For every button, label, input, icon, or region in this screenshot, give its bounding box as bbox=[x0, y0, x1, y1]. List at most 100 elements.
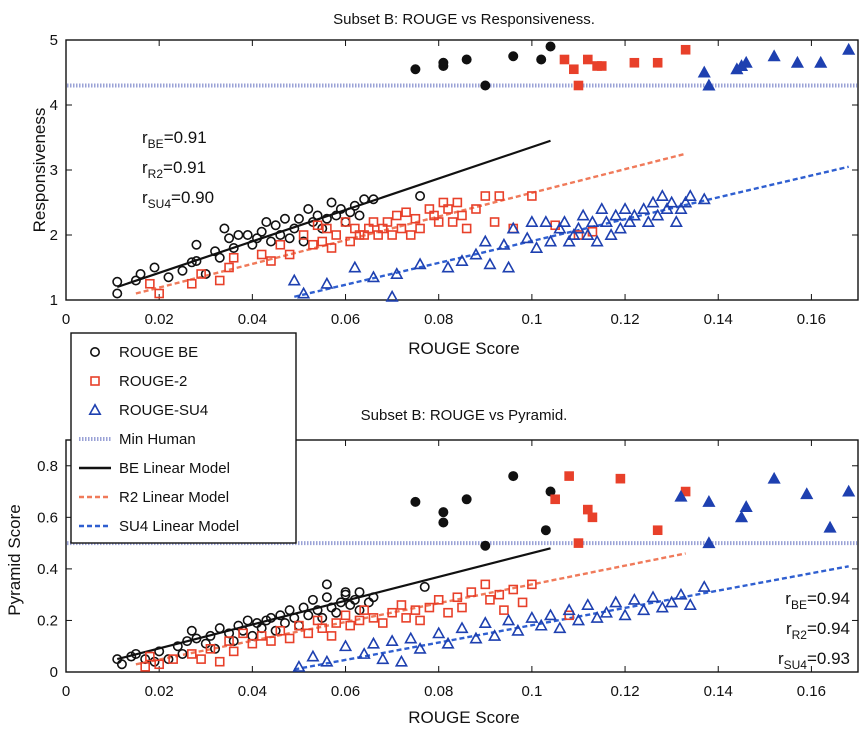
data-point bbox=[177, 648, 188, 659]
data-point bbox=[615, 473, 626, 484]
data-point bbox=[289, 223, 300, 234]
data-point bbox=[368, 194, 379, 205]
data-point bbox=[842, 42, 856, 55]
data-point bbox=[569, 64, 579, 75]
data-point bbox=[499, 605, 509, 615]
x-tick-label: 0.14 bbox=[704, 683, 733, 700]
data-point bbox=[443, 607, 453, 618]
data-point bbox=[527, 191, 537, 201]
y-tick-label: 4 bbox=[50, 97, 58, 114]
data-point bbox=[321, 592, 332, 603]
data-point bbox=[238, 628, 248, 639]
data-point bbox=[256, 226, 267, 237]
data-point bbox=[842, 484, 856, 497]
data-point bbox=[90, 376, 100, 386]
data-point bbox=[502, 260, 516, 273]
data-point bbox=[391, 210, 402, 221]
data-point bbox=[539, 215, 553, 227]
data-point bbox=[382, 217, 393, 227]
data-point bbox=[441, 260, 455, 273]
data-point bbox=[191, 255, 202, 266]
data-point bbox=[340, 587, 351, 598]
data-point bbox=[652, 525, 663, 536]
data-point bbox=[359, 194, 370, 205]
data-point bbox=[680, 44, 691, 55]
data-point bbox=[354, 210, 365, 221]
data-point bbox=[322, 223, 332, 234]
data-point bbox=[294, 620, 304, 631]
data-point bbox=[573, 538, 584, 548]
data-point bbox=[651, 208, 665, 221]
data-point bbox=[335, 204, 346, 215]
data-point bbox=[480, 191, 491, 201]
y-axis-label: Pyramid Score bbox=[5, 504, 24, 615]
correlation-label: rBE=0.94 bbox=[785, 589, 850, 612]
data-point bbox=[275, 610, 286, 621]
x-axis-label: ROUGE Score bbox=[408, 708, 519, 727]
data-point bbox=[265, 236, 276, 247]
data-point bbox=[214, 623, 225, 634]
data-point bbox=[186, 649, 197, 659]
data-point bbox=[564, 471, 574, 481]
data-point bbox=[326, 197, 337, 208]
data-point bbox=[90, 346, 101, 357]
data-point bbox=[233, 230, 244, 241]
data-point bbox=[376, 652, 390, 665]
data-point bbox=[210, 246, 221, 257]
data-point bbox=[665, 195, 679, 208]
legend-label: SU4 Linear Model bbox=[119, 518, 239, 535]
data-point bbox=[340, 217, 351, 227]
data-point bbox=[242, 615, 253, 626]
data-point bbox=[527, 579, 537, 590]
data-point bbox=[534, 618, 548, 631]
data-point bbox=[455, 254, 469, 266]
data-point bbox=[471, 204, 481, 214]
data-point bbox=[320, 276, 334, 289]
data-point bbox=[461, 494, 472, 505]
correlation-label: rBE=0.91 bbox=[142, 128, 207, 151]
data-point bbox=[511, 623, 525, 636]
data-point bbox=[354, 615, 365, 626]
data-point bbox=[177, 265, 188, 276]
data-point bbox=[331, 230, 342, 240]
data-point bbox=[154, 288, 164, 299]
data-point bbox=[266, 256, 276, 266]
data-point bbox=[576, 208, 590, 221]
data-point bbox=[553, 221, 567, 234]
data-point bbox=[359, 605, 369, 615]
correlation-label: rR2=0.94 bbox=[786, 619, 850, 642]
data-point bbox=[401, 207, 411, 218]
data-point bbox=[284, 249, 295, 260]
data-point bbox=[145, 278, 155, 289]
data-point bbox=[823, 520, 837, 533]
data-point bbox=[627, 592, 641, 605]
data-point bbox=[284, 605, 295, 616]
x-tick-label: 0.16 bbox=[797, 311, 826, 328]
data-point bbox=[596, 61, 607, 71]
y-tick-label: 0.8 bbox=[37, 458, 58, 475]
data-point bbox=[637, 603, 651, 616]
data-point bbox=[550, 494, 560, 505]
data-point bbox=[790, 55, 804, 68]
x-tick-label: 0.06 bbox=[331, 311, 360, 328]
data-point bbox=[270, 220, 281, 231]
data-point bbox=[349, 200, 360, 211]
data-point bbox=[623, 215, 637, 227]
data-point bbox=[767, 471, 781, 484]
data-point bbox=[478, 616, 492, 628]
data-point bbox=[543, 608, 558, 621]
data-point bbox=[335, 597, 346, 608]
chart-title: Subset B: ROUGE vs Pyramid. bbox=[361, 407, 568, 424]
data-point bbox=[410, 64, 421, 75]
data-point bbox=[447, 217, 458, 227]
data-point bbox=[545, 41, 556, 52]
data-point bbox=[219, 223, 230, 234]
data-point bbox=[284, 633, 295, 644]
data-point bbox=[485, 595, 495, 605]
data-point bbox=[331, 618, 342, 628]
data-point bbox=[303, 610, 314, 621]
data-point bbox=[571, 221, 586, 234]
data-point bbox=[385, 634, 399, 647]
data-point bbox=[396, 600, 407, 610]
data-point bbox=[252, 233, 263, 244]
